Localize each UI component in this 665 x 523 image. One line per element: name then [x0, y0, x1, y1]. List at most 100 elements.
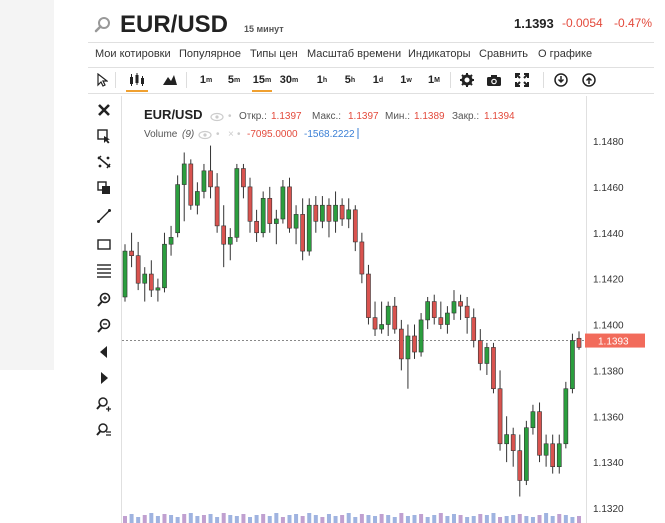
- candle: [451, 301, 457, 314]
- volume-bar: [478, 514, 483, 523]
- erase-tool-icon[interactable]: [96, 154, 112, 170]
- candle: [379, 324, 384, 330]
- menu-time-scale[interactable]: Масштаб времени: [307, 48, 402, 60]
- download-icon[interactable]: [552, 70, 570, 90]
- select-tool-icon[interactable]: [96, 128, 112, 144]
- volume-bar: [465, 517, 470, 523]
- trendline-tool-icon[interactable]: [96, 208, 112, 224]
- upload-icon[interactable]: [580, 70, 598, 90]
- volume-settings-icon[interactable]: •: [216, 129, 220, 140]
- volume-bar: [386, 515, 391, 523]
- candle: [570, 340, 575, 390]
- menu-my-quotes[interactable]: Мои котировки: [95, 48, 171, 60]
- candle: [241, 168, 246, 188]
- volume-bar: [504, 516, 509, 523]
- volume-bar: [326, 514, 331, 523]
- volume-bar: [544, 513, 549, 523]
- close-value: 1.1394: [484, 111, 515, 122]
- menu-about-chart[interactable]: О графике: [538, 48, 593, 60]
- volume-bar: [550, 516, 555, 523]
- candle: [221, 225, 227, 245]
- candle: [412, 335, 417, 353]
- timeframe-label: 15 минут: [244, 24, 284, 34]
- volume-bar: [123, 516, 127, 523]
- candle: [162, 243, 167, 289]
- candle: [464, 305, 470, 318]
- y-tick-label: 1.1340: [593, 458, 624, 469]
- volume-bar: [261, 514, 266, 523]
- volume-bar: [577, 516, 581, 523]
- candle: [491, 347, 496, 390]
- copy-tool-icon[interactable]: [96, 180, 112, 196]
- candle: [148, 273, 154, 291]
- volume-remove-icon[interactable]: ×: [228, 129, 234, 140]
- volume-bar: [234, 516, 239, 523]
- volume-eye-icon[interactable]: [198, 130, 212, 140]
- volume-bar: [149, 513, 154, 523]
- timeframe-15m-button[interactable]: 15 m: [252, 70, 272, 92]
- volume-value-2: -1568.2222: [304, 129, 355, 140]
- candle: [359, 241, 365, 275]
- legend-dot: •: [228, 111, 232, 122]
- scroll-left-icon[interactable]: [96, 344, 112, 360]
- volume-bar: [359, 514, 364, 523]
- fullscreen-icon[interactable]: [513, 70, 531, 90]
- scroll-right-icon[interactable]: [96, 370, 112, 386]
- menu-indicators[interactable]: Индикаторы: [408, 48, 471, 60]
- candle: [135, 255, 141, 284]
- candle: [293, 214, 299, 229]
- menu-popular[interactable]: Популярное: [179, 48, 242, 60]
- menu-price-types[interactable]: Типы цен: [250, 48, 298, 60]
- candle: [208, 170, 213, 188]
- volume-bar: [346, 513, 351, 523]
- high-label: Макс.:: [312, 111, 341, 122]
- candle: [267, 198, 273, 224]
- volume-bar: [530, 517, 535, 523]
- timeframe-30m-button[interactable]: 30 m: [279, 74, 299, 86]
- close-icon[interactable]: [96, 102, 112, 118]
- legend-symbol: EUR/USD: [144, 107, 203, 122]
- candle: [306, 204, 312, 252]
- volume-bar: [300, 516, 305, 523]
- search-icon[interactable]: [94, 16, 112, 34]
- candles-type-icon[interactable]: [126, 70, 148, 92]
- volume-bar: [524, 516, 529, 523]
- settings-icon[interactable]: [458, 70, 476, 90]
- volume-label: Volume: [144, 129, 178, 140]
- area-type-icon[interactable]: [160, 70, 180, 90]
- eye-icon[interactable]: [210, 112, 224, 122]
- zoom-reset-icon[interactable]: [96, 422, 112, 438]
- volume-period: (9): [182, 129, 194, 140]
- zoom-in-icon[interactable]: [96, 292, 112, 308]
- volume-bar: [294, 514, 299, 523]
- camera-icon[interactable]: [485, 70, 503, 90]
- volume-bar: [307, 513, 312, 523]
- candle: [438, 317, 444, 325]
- cursor-icon[interactable]: [94, 70, 110, 90]
- volume-bar: [175, 517, 180, 523]
- candle: [372, 317, 378, 330]
- candle: [188, 163, 194, 206]
- candle: [550, 443, 556, 468]
- volume-value-1: -7095.0000: [247, 129, 298, 140]
- fibonacci-tool-icon[interactable]: [96, 262, 112, 278]
- volume-dot: •: [237, 129, 241, 140]
- candle: [333, 204, 338, 222]
- zoom-out-icon[interactable]: [96, 318, 112, 334]
- volume-bar: [471, 516, 476, 523]
- zoom-in-range-icon[interactable]: [96, 396, 112, 412]
- chart-toolbar: 1 m 5 m 15 m 30 m 1 h 5 h 1 d 1 w 1 M: [88, 67, 654, 94]
- menu-compare[interactable]: Сравнить: [479, 48, 529, 60]
- rectangle-tool-icon[interactable]: [96, 236, 112, 252]
- volume-bar: [333, 516, 338, 523]
- candle: [530, 411, 536, 429]
- candle: [471, 317, 477, 341]
